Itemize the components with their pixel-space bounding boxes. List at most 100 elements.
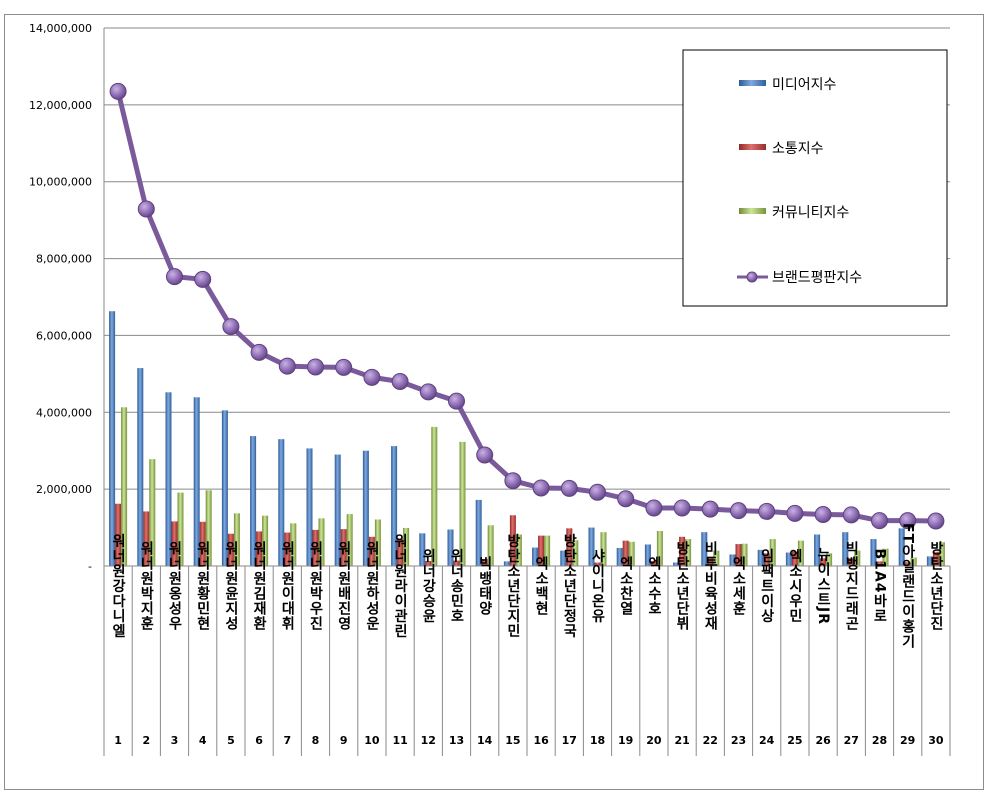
brand-reputation-point xyxy=(137,200,155,218)
rank-label: 10 xyxy=(364,734,380,747)
brand-reputation-point xyxy=(166,268,183,286)
bar-communication xyxy=(312,529,319,566)
bar-media xyxy=(391,446,398,566)
line-series xyxy=(109,82,945,530)
category-label: 워너원배진영 xyxy=(336,541,352,631)
brand-reputation-point xyxy=(335,358,353,376)
rank-label: 22 xyxy=(703,734,718,747)
bar-communication xyxy=(368,536,375,566)
bar-community xyxy=(515,534,522,566)
category-label: 뉴이스트JR xyxy=(815,547,831,625)
bar-media xyxy=(419,533,426,566)
rank-label: 15 xyxy=(505,734,520,747)
bar-community xyxy=(374,519,381,566)
bar-communication xyxy=(848,558,855,566)
rank-label: 12 xyxy=(421,734,436,747)
rank-label: 9 xyxy=(340,734,348,747)
y-tick-label: 10,000,000 xyxy=(29,176,92,189)
bar-community xyxy=(741,543,748,566)
bar-communication xyxy=(538,535,545,566)
bar-community xyxy=(938,542,945,566)
y-tick-label: 6,000,000 xyxy=(36,329,92,342)
brand-reputation-point xyxy=(307,358,324,376)
bar-communication xyxy=(256,531,263,566)
legend-label: 소통지수 xyxy=(772,141,824,157)
category-label: 워너원강다니엘 xyxy=(110,534,126,639)
rank-label: 1 xyxy=(114,734,122,747)
rank-label: 27 xyxy=(844,734,859,747)
bar-communication xyxy=(143,511,150,566)
legend-swatch xyxy=(739,80,766,86)
y-tick-label: 2,000,000 xyxy=(36,483,92,496)
y-axis-tick-labels: - 2,000,000 4,000,000 6,000,000 8,000,000 10,… xyxy=(29,22,92,573)
brand-reputation-point xyxy=(532,479,550,497)
bar-community xyxy=(459,441,466,566)
bar-media xyxy=(898,528,905,566)
bar-media xyxy=(165,392,172,566)
bar-communication xyxy=(171,521,178,566)
bar-community xyxy=(628,541,635,566)
y-tick-label: 12,000,000 xyxy=(29,99,92,112)
category-label: 엑소시우민 xyxy=(787,548,803,624)
bar-community xyxy=(290,523,297,566)
bar-media xyxy=(109,311,116,566)
bar-media xyxy=(532,547,539,566)
bar-communication xyxy=(820,558,827,566)
rank-label: 14 xyxy=(477,734,493,747)
rank-label: 8 xyxy=(312,734,320,747)
rank-label: 6 xyxy=(255,734,263,747)
category-label: 엑소수호 xyxy=(646,555,662,616)
brand-reputation-point xyxy=(617,490,635,508)
bar-community xyxy=(854,550,861,566)
brand-reputation-point xyxy=(391,373,409,391)
category-label: 엑소찬열 xyxy=(618,555,634,616)
brand-reputation-point xyxy=(758,502,776,520)
brand-reputation-point xyxy=(927,512,945,530)
category-label: 엑소세훈 xyxy=(731,555,747,616)
brand-reputation-point xyxy=(363,368,381,386)
bar-media xyxy=(588,527,595,566)
brand-reputation-point xyxy=(786,504,804,522)
bar-community xyxy=(713,550,720,566)
legend-box xyxy=(682,49,948,307)
rank-label: 4 xyxy=(199,734,207,747)
bar-communication xyxy=(115,503,122,566)
brand-reputation-point xyxy=(730,502,747,520)
bar-communication xyxy=(904,562,911,566)
rank-label: 29 xyxy=(900,734,915,747)
bar-media xyxy=(193,397,200,566)
bar-media xyxy=(137,368,144,566)
rank-label: 7 xyxy=(283,734,291,747)
brand-reputation-point xyxy=(560,479,578,497)
bar-community xyxy=(487,525,494,566)
bar-community xyxy=(177,492,184,566)
bar-media xyxy=(870,539,877,566)
rank-label: 24 xyxy=(759,734,775,747)
legend-label: 커뮤니티지수 xyxy=(772,205,849,221)
bar-communication xyxy=(791,551,798,566)
category-label: 방탄소년단진 xyxy=(928,540,944,631)
y-tick-label: - xyxy=(88,560,92,573)
brand-reputation-point xyxy=(278,357,296,375)
bar-communication xyxy=(763,553,770,566)
rank-label: 5 xyxy=(227,734,235,747)
category-label: 방탄소년단정국 xyxy=(561,533,577,639)
brand-reputation-point xyxy=(419,383,437,401)
bar-media xyxy=(447,529,454,566)
legend-label: 브랜드평판지수 xyxy=(772,270,862,286)
category-label: 엑소백현 xyxy=(533,555,549,616)
bar-media xyxy=(334,454,341,566)
bar-communication xyxy=(876,561,883,566)
bar-media xyxy=(616,547,623,566)
category-label: 위너송민호 xyxy=(449,549,465,624)
bar-community xyxy=(769,539,776,566)
bar-community xyxy=(572,540,579,566)
category-label: 위너강승윤 xyxy=(420,549,436,624)
rank-label: 3 xyxy=(171,734,179,747)
brand-reputation-point xyxy=(899,512,917,530)
bar-media xyxy=(814,534,821,566)
bar-communication xyxy=(707,556,714,566)
bar-communication xyxy=(397,539,404,566)
bar-media xyxy=(306,448,313,566)
